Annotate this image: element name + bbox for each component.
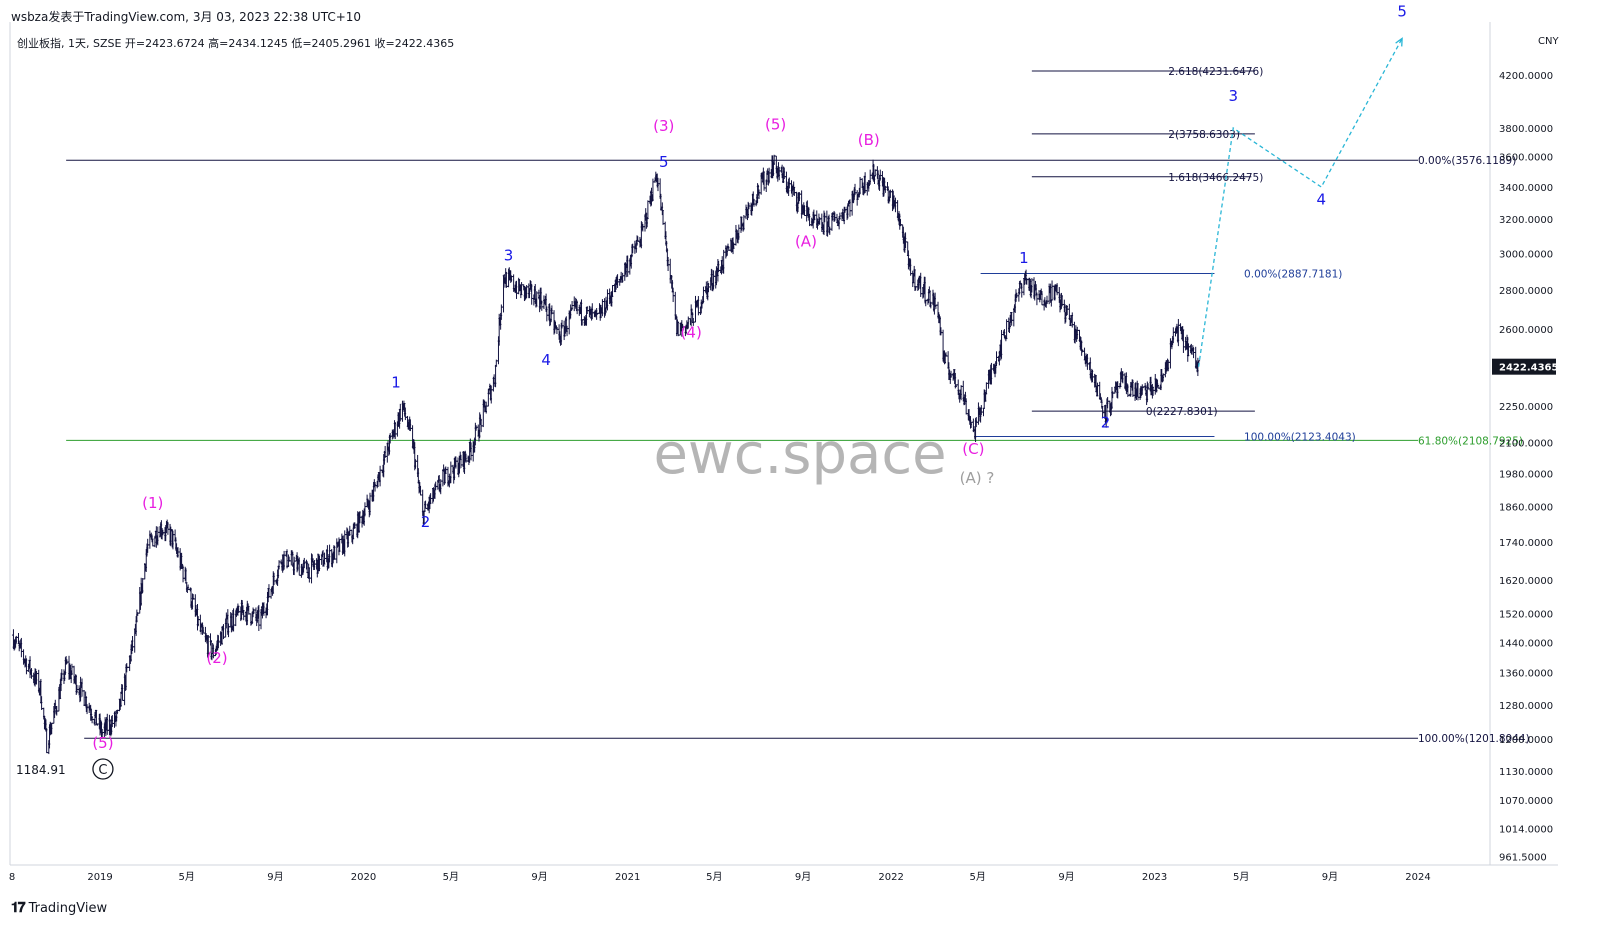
y-tick-label: 1070.0000 xyxy=(1499,796,1553,807)
y-tick-label: 1740.0000 xyxy=(1499,538,1553,549)
y-tick-label: 1620.0000 xyxy=(1499,576,1553,587)
fib-levels: 0.00%(3576.1189) 61.80%(2108.7925) 100.00%… xyxy=(66,66,1530,745)
wave-label: 2 xyxy=(421,513,431,531)
y-tick-label: 2250.0000 xyxy=(1499,402,1553,413)
y-tick-label: 1130.0000 xyxy=(1499,767,1553,778)
y-tick-label: 1520.0000 xyxy=(1499,610,1553,621)
y-tick-label: 3400.0000 xyxy=(1499,183,1553,194)
x-tick-label: 8 xyxy=(9,872,15,883)
price-axis[interactable]: 4200.0000 3800.0000 3600.0000 3400.0000 3200… xyxy=(1492,71,1559,863)
y-tick-label: 3800.0000 xyxy=(1499,124,1553,135)
wave-label: 1 xyxy=(1019,249,1029,267)
publisher-text: wsbza发表于TradingView.com, xyxy=(11,10,189,24)
wave-label: 4 xyxy=(1317,190,1327,208)
projection-path xyxy=(1197,38,1403,367)
last-price-label: 2422.4365 xyxy=(1499,363,1559,374)
brand-text: TradingView xyxy=(28,900,108,916)
y-tick-label: 1440.0000 xyxy=(1499,638,1553,649)
level-label: 2.618(4231.6476) xyxy=(1168,66,1263,78)
x-tick-label: 5月 xyxy=(178,871,194,883)
x-tick-label: 9月 xyxy=(531,871,547,883)
level-label: 1.618(3466.2475) xyxy=(1168,172,1263,184)
timestamp-text: 3月 03, 2023 22:38 UTC+10 xyxy=(192,10,362,24)
y-tick-label: 961.5000 xyxy=(1499,852,1547,863)
time-axis[interactable]: 8 2019 5月 9月 2020 5月 9月 2021 5月 9月 2022 5月 9月 2023 5月 9… xyxy=(9,871,1431,883)
x-tick-label: 2022 xyxy=(878,872,903,883)
x-tick-label: 2023 xyxy=(1142,872,1167,883)
wave-label: (5) xyxy=(765,115,786,133)
x-tick-label: 9月 xyxy=(267,871,283,883)
x-tick-label: 2019 xyxy=(87,872,112,883)
x-tick-label: 9月 xyxy=(1322,871,1338,883)
wave-label: 3 xyxy=(504,246,514,264)
x-tick-label: 9月 xyxy=(1058,871,1074,883)
wave-label: 1 xyxy=(391,373,401,391)
circle-c-label: C xyxy=(98,763,107,778)
y-tick-label: 1860.0000 xyxy=(1499,503,1553,514)
wave-labels: (5) (1) (2) 1 2 3 4 (3) 5 (4) (5) (A) (B) (C) (A) ? 1 2 3… xyxy=(16,3,1407,780)
wave-label: 3 xyxy=(1228,87,1238,105)
wave-label: (2) xyxy=(206,649,227,667)
wave-label: 4 xyxy=(541,351,551,369)
x-tick-label: 5月 xyxy=(443,871,459,883)
x-tick-label: 9月 xyxy=(795,871,811,883)
y-tick-label: 1200.0000 xyxy=(1499,735,1553,746)
x-tick-label: 5月 xyxy=(706,871,722,883)
wave-label: (1) xyxy=(142,494,163,512)
ohlc-bars xyxy=(11,154,1201,755)
chart-header: wsbza发表于TradingView.com, 3月 03, 2023 22:… xyxy=(11,8,361,25)
y-tick-label: 2600.0000 xyxy=(1499,325,1553,336)
wave-projection xyxy=(1197,37,1403,367)
y-tick-label: 3000.0000 xyxy=(1499,249,1553,260)
x-tick-label: 2024 xyxy=(1405,872,1430,883)
level-label: 0.00%(3576.1189) xyxy=(1418,155,1516,167)
y-tick-label: 1980.0000 xyxy=(1499,470,1553,481)
watermark-text: ewc.space xyxy=(653,422,946,487)
y-tick-label: 1280.0000 xyxy=(1499,701,1553,712)
wave-label: (A) ? xyxy=(960,469,995,487)
y-tick-label: 4200.0000 xyxy=(1499,71,1553,82)
wave-label: 5 xyxy=(1397,3,1407,21)
level-label: 100.00%(2123.4043) xyxy=(1244,432,1356,444)
x-tick-label: 5月 xyxy=(970,871,986,883)
y-tick-label: 2800.0000 xyxy=(1499,286,1553,297)
y-tick-label: 1014.0000 xyxy=(1499,824,1553,835)
symbol-ohlc-line: 创业板指, 1天, SZSE 开=2423.6724 高=2434.1245 低… xyxy=(17,37,455,50)
wave-label: (C) xyxy=(962,440,984,458)
x-tick-label: 2021 xyxy=(615,872,640,883)
circle-c-ring xyxy=(92,758,114,780)
level-label: 61.80%(2108.7925) xyxy=(1418,435,1523,447)
projection-arrowhead xyxy=(1395,37,1403,47)
currency-label: CNY xyxy=(1538,36,1559,47)
level-label: 0.00%(2887.7181) xyxy=(1244,269,1342,281)
wave-label: (3) xyxy=(653,117,674,135)
wave-label: 5 xyxy=(659,153,669,171)
y-tick-label: 2100.0000 xyxy=(1499,438,1553,449)
x-tick-label: 5月 xyxy=(1233,871,1249,883)
wave-label: 2 xyxy=(1101,413,1111,431)
tradingview-icon: 𝟏𝟕 xyxy=(11,900,26,916)
y-tick-label: 3200.0000 xyxy=(1499,215,1553,226)
y-tick-label: 3600.0000 xyxy=(1499,153,1553,164)
low-value-label: 1184.91 xyxy=(16,763,66,777)
level-label: 0(2227.8301) xyxy=(1146,406,1218,418)
level-label: 100.00%(1201.8044) xyxy=(1418,733,1530,745)
wave-label: (A) xyxy=(795,232,817,250)
last-price-badge xyxy=(1492,358,1556,375)
wave-label: (B) xyxy=(858,131,880,149)
tradingview-logo[interactable]: 𝟏𝟕 TradingView xyxy=(11,900,107,916)
chart-frame xyxy=(9,22,1558,866)
x-tick-label: 2020 xyxy=(351,872,376,883)
wave-label: (4) xyxy=(681,323,702,341)
y-tick-label: 1360.0000 xyxy=(1499,669,1553,680)
wave-label: (5) xyxy=(92,734,113,752)
level-label: 2(3758.6303) xyxy=(1168,129,1240,141)
